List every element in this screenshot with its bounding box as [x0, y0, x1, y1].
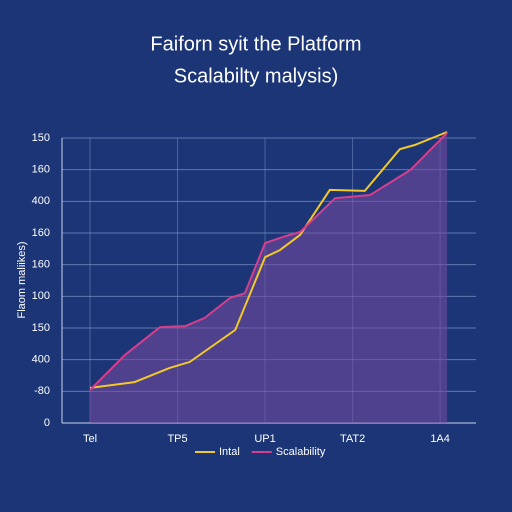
y-tick-label: 160	[32, 259, 50, 271]
x-tick-label: 1A4	[430, 433, 450, 445]
x-tick-label: TAT2	[340, 433, 365, 445]
x-tick-label: TP5	[167, 433, 187, 445]
area	[90, 132, 448, 423]
x-tick-label: UP1	[254, 433, 275, 445]
chart-title: Faiforn syit the Platform	[150, 33, 361, 55]
y-tick-label: 150	[32, 322, 50, 334]
y-tick-label: 400	[32, 195, 50, 207]
y-tick-label: 100	[32, 290, 50, 302]
y-tick-label: 0	[44, 417, 50, 429]
y-axis-label: Flaom maliikes)	[16, 241, 28, 318]
line	[89, 132, 448, 391]
legend-label: Scalability	[276, 446, 326, 458]
y-tick-label: 160	[32, 227, 50, 239]
chart-subtitle: Scalabilty malysis)	[174, 65, 338, 87]
y-tick-label: 160	[32, 164, 50, 176]
y-tick-label: -80	[34, 385, 50, 397]
legend-label: Intal	[219, 446, 240, 458]
y-tick-label: 400	[32, 354, 50, 366]
line	[89, 131, 448, 389]
y-tick-label: 150	[32, 132, 50, 144]
x-tick-label: Tel	[83, 433, 97, 445]
